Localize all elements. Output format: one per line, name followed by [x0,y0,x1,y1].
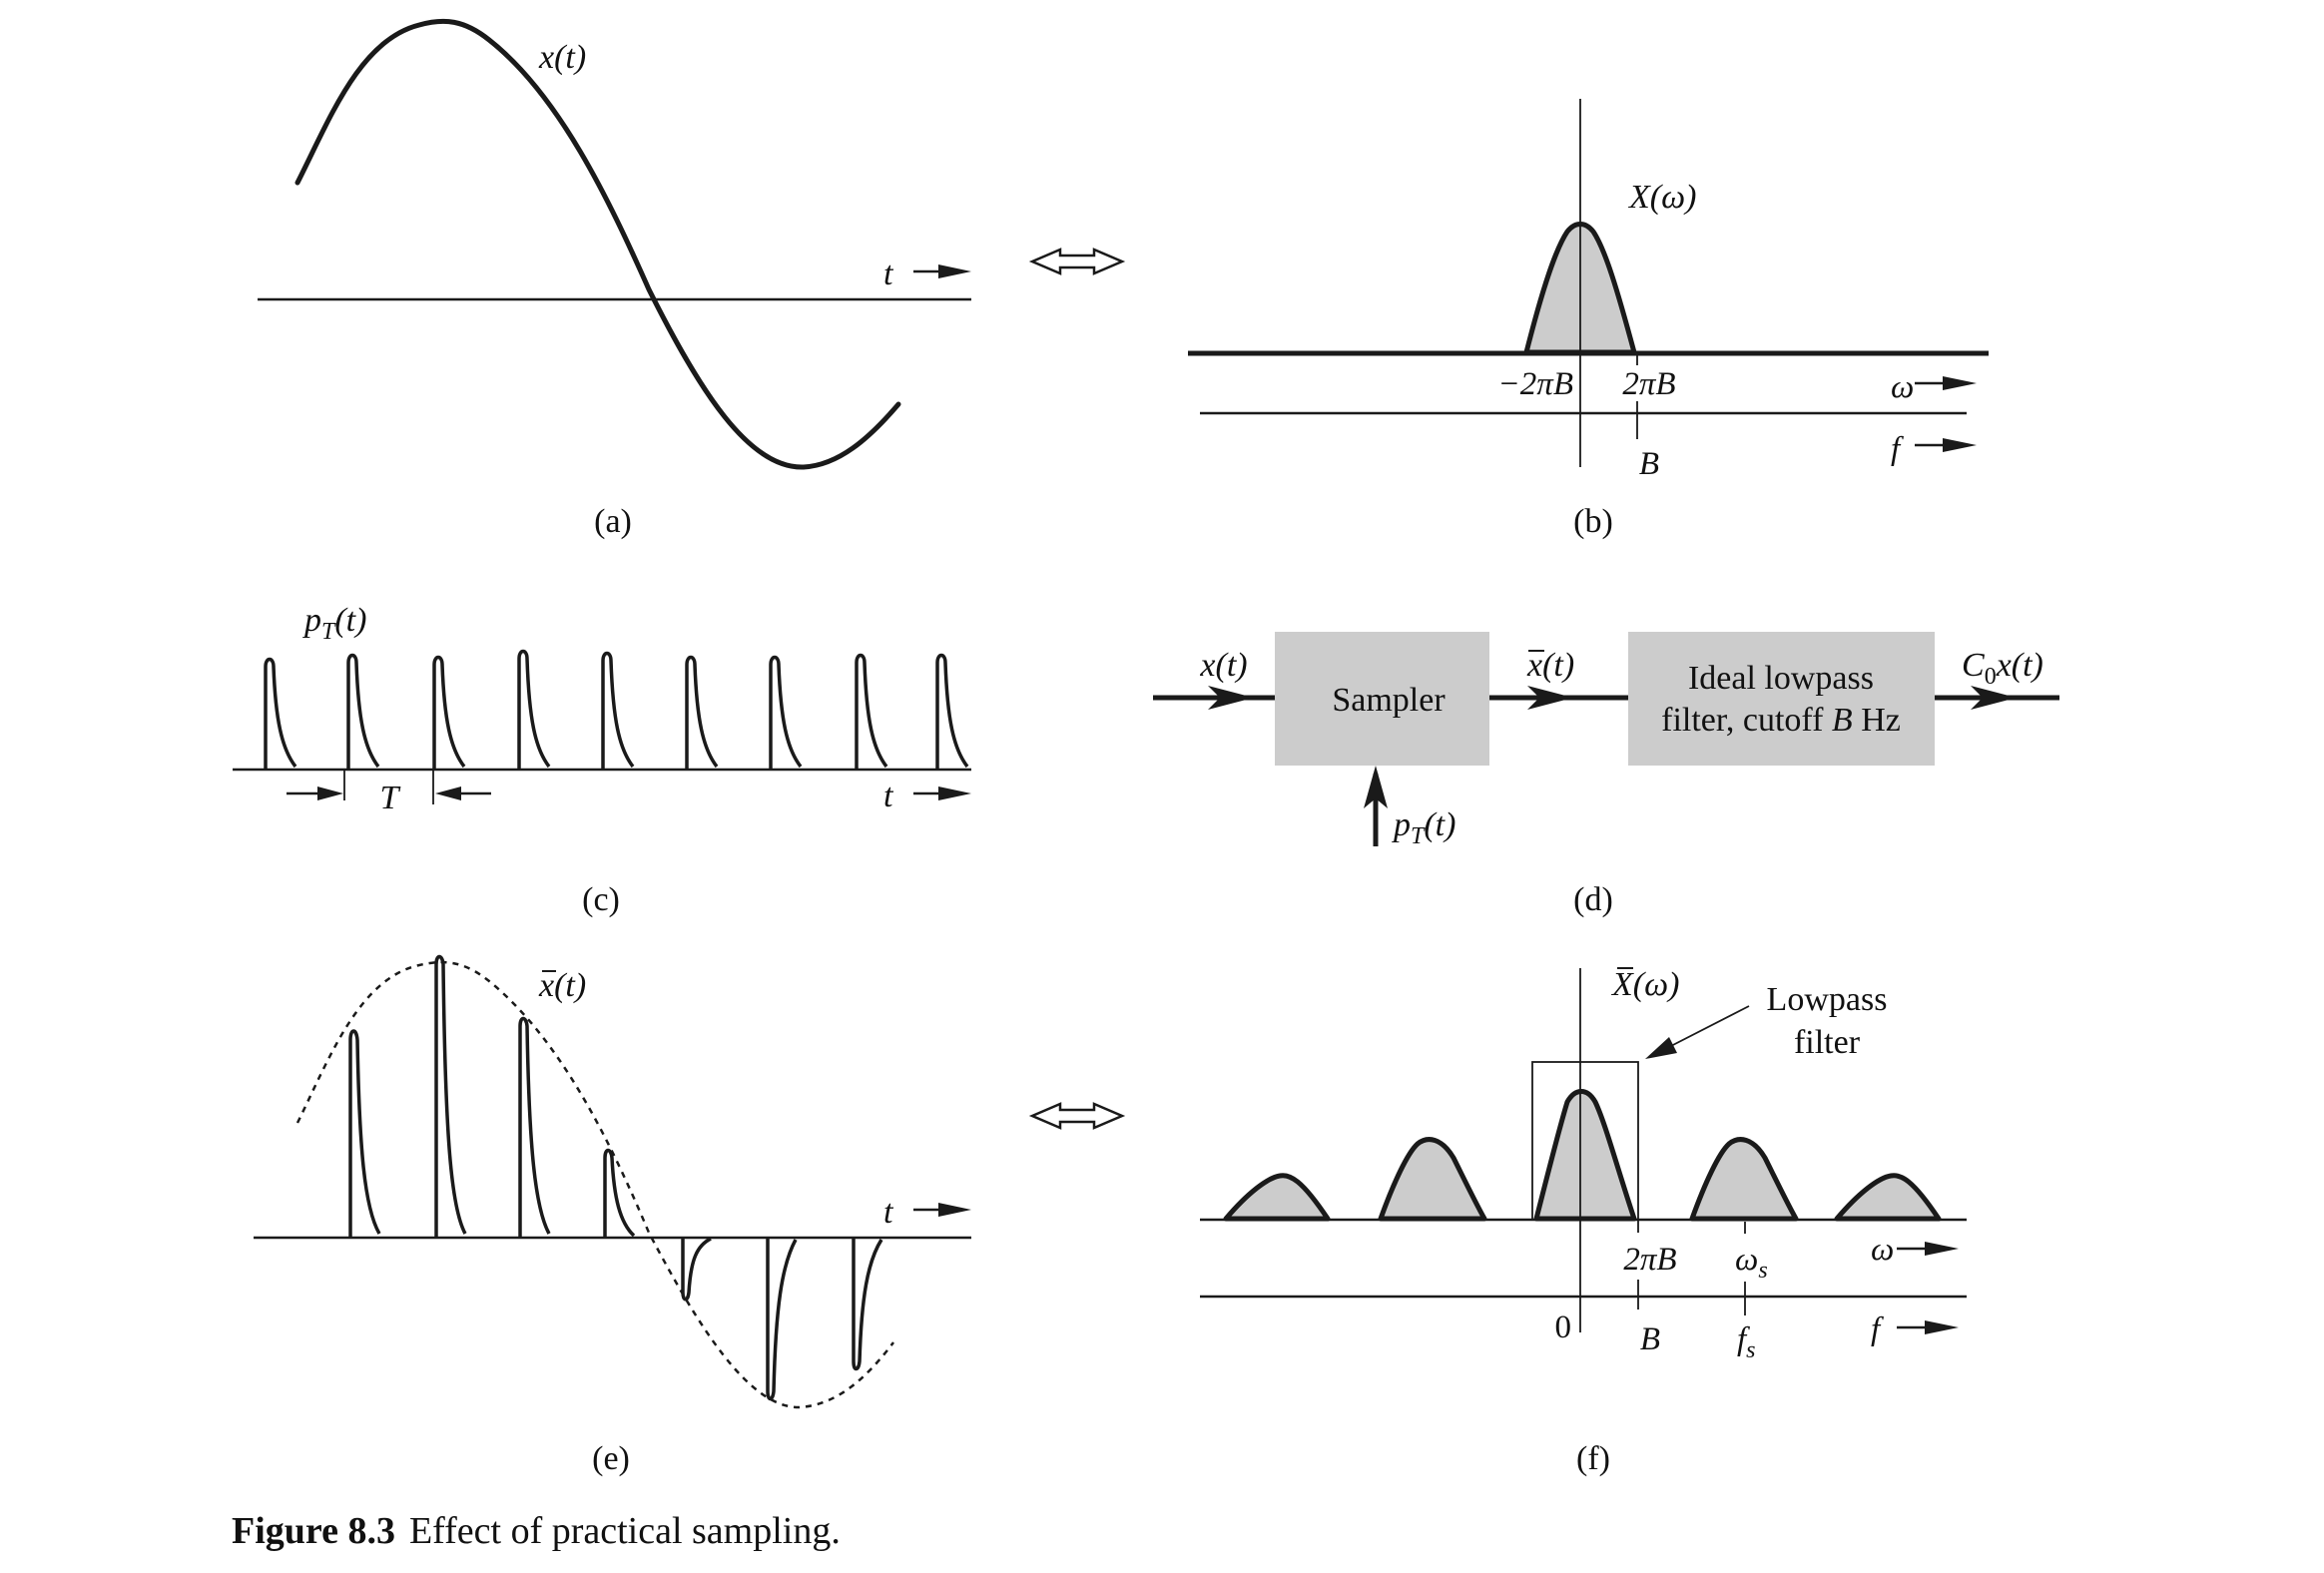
axis-label-omega: ω [1891,369,1914,405]
tick-label-B: B [1639,446,1659,482]
fourier-pair-double-arrow-icon [1028,1102,1126,1130]
axis-label-t: t [883,778,894,814]
signal-label: x(t) [538,967,586,1004]
axis-label-f: f [1871,1311,1884,1347]
panel-e: x(t) t (e) [254,954,971,1477]
signal-curve [294,18,901,470]
lowpass-filter-window [1531,1061,1639,1221]
sampled-signal-label: x(t) [1526,647,1574,684]
annotation-arrow-icon [1645,1005,1750,1059]
axis-label-t: t [883,256,894,292]
panel-label: (d) [1573,881,1613,918]
period-marker [287,770,491,804]
svg-text:x(t): x(t) [1526,647,1574,684]
tick-label-B: B [1640,1321,1660,1357]
panel-label: (e) [592,1440,630,1477]
axis-label-t: t [883,1194,894,1231]
panel-a: x(t) t (a) [258,18,971,540]
axis-arrow-icon [913,264,971,278]
figure-caption: Figure 8.3 Effect of practical sampling. [232,1510,841,1552]
axis-label-f: f [1891,431,1904,467]
tick-label-2piB: 2πB [1623,1242,1676,1278]
signal-path [1153,686,2059,846]
f-axis-arrow-icon [1915,438,1977,452]
spectrum-label: X(ω) [1627,179,1696,216]
axis-label-omega: ω [1871,1232,1894,1268]
fourier-pair-double-arrow-icon [1028,248,1126,275]
pulse-train [264,649,969,770]
tick-label-2piB: 2πB [1622,366,1675,402]
tick-label-fs: fs [1737,1321,1756,1363]
panel-b: X(ω) −2πB 2πB B ω f (b) [1188,99,1989,540]
tick-label-neg-2piB: −2πB [1498,366,1573,402]
panel-d: x(t) Sampler x(t) pT(t) Ideal lowpass fi… [1153,632,2059,918]
svg-text:X(ω): X(ω) [1610,966,1679,1003]
output-label: C0x(t) [1962,647,2043,690]
filter-label-line1: Ideal lowpass [1688,660,1874,697]
signal-label: x(t) [538,39,586,76]
f-axis-arrow-icon [1897,1320,1959,1334]
panel-label: (f) [1576,1440,1610,1477]
omega-axis-arrow-icon [1915,376,1977,390]
tick-label-zero: 0 [1555,1310,1572,1345]
spectrum-label: X(ω) [1610,966,1679,1003]
filter-annotation-line1: Lowpass [1767,981,1888,1018]
omega-axis-arrow-icon [1897,1242,1959,1256]
lowpass-filter-block [1628,632,1935,766]
filter-annotation-line2: filter [1794,1024,1861,1061]
spectrum-replicas [1223,1089,1942,1222]
axis-arrow-icon [913,786,971,800]
panel-label: (c) [582,881,620,918]
tick-label-omega-s: ωs [1735,1242,1768,1284]
axis-arrow-icon [913,1203,971,1217]
period-label: T [380,780,401,816]
pulse-train-label: pT(t) [302,602,366,645]
svg-text:x(t): x(t) [538,967,586,1004]
sampling-signal-label: pT(t) [1392,806,1455,849]
panel-f: X(ω) Lowpass filter 2πB ωs 0 B fs ω f (f… [1200,966,1967,1477]
sampled-pulses [348,954,883,1401]
sampler-label: Sampler [1332,682,1446,719]
panel-label: (b) [1573,503,1613,540]
envelope-curve [295,960,894,1409]
filter-label-line2: filter, cutoff B Hz [1661,702,1901,739]
panel-label: (a) [594,503,632,540]
panel-c: pT(t) T t (c) [233,602,971,918]
sampler-block [1275,632,1489,766]
input-label: x(t) [1199,647,1247,684]
